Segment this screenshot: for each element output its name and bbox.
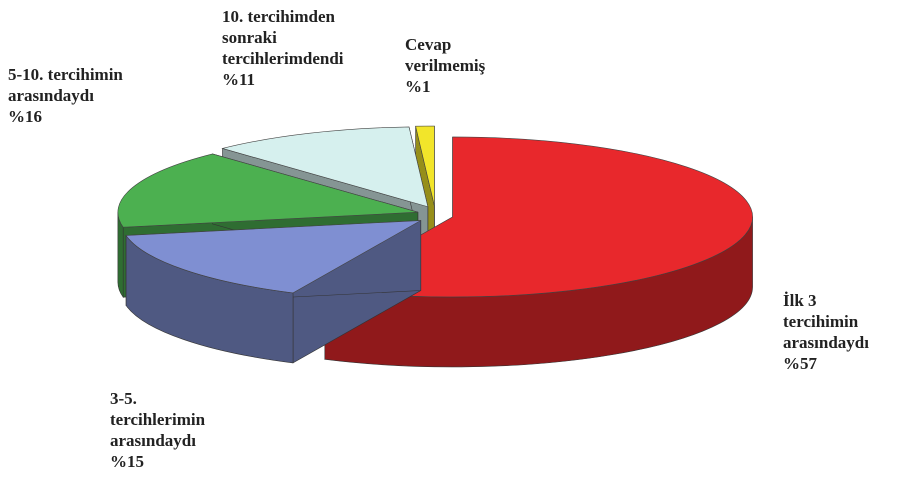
value-label: %1 bbox=[405, 77, 431, 96]
value-label: %11 bbox=[222, 70, 256, 89]
slice-top bbox=[125, 220, 421, 294]
category-label: 3-5. tercihlerimin arasındaydı bbox=[110, 389, 206, 450]
slice-top bbox=[221, 126, 429, 208]
value-label: %16 bbox=[8, 107, 42, 126]
slice-top bbox=[323, 136, 753, 298]
category-label: İlk 3 tercihimin arasındaydı bbox=[783, 291, 869, 352]
value-label: %15 bbox=[110, 452, 144, 471]
slice-label: 3-5. tercihlerimin arasındaydı %15 bbox=[110, 388, 205, 472]
slice-label: Cevap verilmemiş %1 bbox=[405, 34, 485, 97]
slice-top bbox=[117, 153, 418, 228]
category-label: 10. tercihimden sonraki tercihlerimdendi bbox=[222, 7, 344, 68]
category-label: Cevap verilmemiş bbox=[405, 35, 486, 75]
category-label: 5-10. tercihimin arasındaydı bbox=[8, 65, 123, 105]
value-label: %57 bbox=[783, 354, 817, 373]
slice-label: 5-10. tercihimin arasındaydı %16 bbox=[8, 64, 123, 127]
slice-top bbox=[415, 125, 435, 207]
slice-label: 10. tercihimden sonraki tercihlerimdendi… bbox=[222, 6, 344, 90]
slice-label: İlk 3 tercihimin arasındaydı %57 bbox=[783, 290, 869, 374]
